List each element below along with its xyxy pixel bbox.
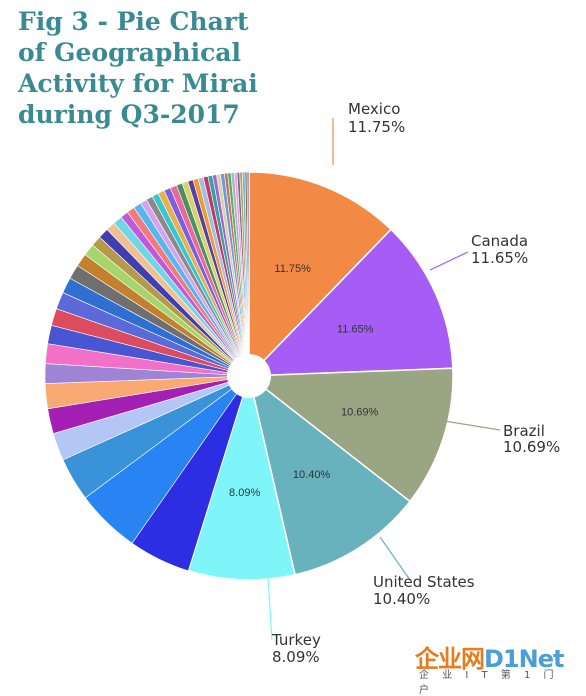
leader-line <box>267 577 273 641</box>
leader-line <box>437 419 501 431</box>
slice-percent-label: 11.65% <box>471 249 528 267</box>
leader-line <box>429 251 469 271</box>
title-line-4: during Q3-2017 <box>18 100 240 129</box>
center-hole <box>227 354 271 398</box>
pie-slice-mexico <box>248 171 393 378</box>
slice-value-label: 8.09% <box>229 487 260 499</box>
pie-slice-turkey <box>187 373 296 581</box>
watermark-subtitle: 企 业 I T 第 1 门 户 <box>419 670 559 696</box>
slice-percent-label: 8.09% <box>272 648 320 666</box>
slice-percent-label: 10.40% <box>373 590 430 608</box>
pie-slice-52 <box>246 171 250 377</box>
pie-slices <box>44 171 454 581</box>
slice-percent-label: 11.75% <box>348 118 405 136</box>
slice-value-label: 11.65% <box>337 324 374 336</box>
slice-value-label: 10.69% <box>341 407 379 419</box>
title-line-2: of Geographical <box>18 38 241 67</box>
slice-name-label: United States <box>373 573 475 591</box>
slice-percent-label: 10.69% <box>503 438 560 456</box>
watermark-brand: 企业网 <box>415 645 485 673</box>
pie-slice-brazil <box>246 367 454 503</box>
title-line-1: Fig 3 - Pie Chart <box>18 7 249 36</box>
slice-value-label: 10.40% <box>293 469 331 481</box>
slice-name-label: Brazil <box>503 422 545 440</box>
leader-lines <box>267 118 501 641</box>
chart-title: Fig 3 - Pie Chart of Geographical Activi… <box>18 6 268 130</box>
leader-line <box>379 536 411 581</box>
watermark-brand-accent: D1Net <box>484 645 564 673</box>
pie-slice-canada <box>247 228 454 377</box>
slice-value-label: 11.75% <box>274 263 311 275</box>
title-line-3: Activity for Mirai <box>18 69 258 98</box>
slice-name-label: Canada <box>471 232 528 250</box>
slice-name-label: Turkey <box>271 631 321 649</box>
slice-outer-labels: Mexico11.75%Canada11.65%Brazil10.69%Unit… <box>271 100 560 666</box>
watermark-logo: 企业网D1Net 企 业 I T 第 1 门 户 <box>415 639 580 696</box>
slice-value-labels: 11.75% 11.65% 10.69% 10.40% 8.09% <box>229 263 378 499</box>
slice-name-label: Mexico <box>348 100 400 118</box>
pie-slice-united-states <box>247 374 411 576</box>
